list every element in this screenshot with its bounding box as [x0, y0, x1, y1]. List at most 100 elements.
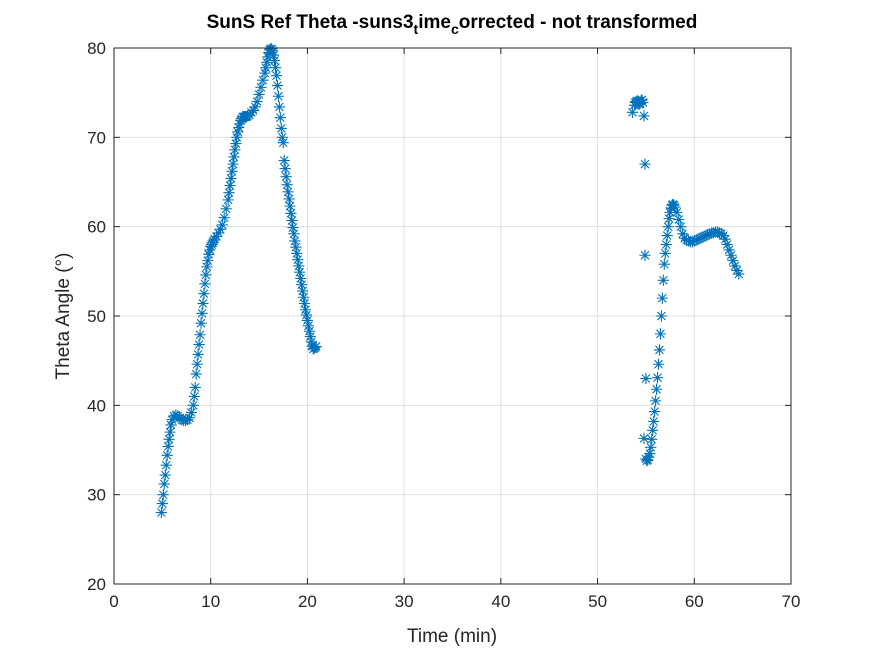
data-point	[163, 433, 175, 446]
data-point	[196, 307, 208, 320]
data-point	[226, 165, 238, 178]
data-point	[161, 449, 173, 462]
data-point	[284, 200, 296, 212]
data-point	[626, 106, 639, 119]
data-point	[271, 79, 284, 92]
data-point	[649, 395, 662, 407]
data-point	[259, 67, 271, 79]
data-point	[157, 488, 170, 501]
data-point	[160, 459, 172, 471]
x-tick-label: 70	[782, 592, 801, 611]
data-point	[661, 229, 673, 242]
data-point	[192, 348, 204, 361]
data-point	[199, 278, 211, 290]
data-point	[202, 254, 214, 267]
title-middle: ime	[418, 12, 451, 33]
data-point	[291, 247, 303, 260]
tick-labels: 0 10 20 30 40 50 60 70 20 30 40 50 60 70 80	[87, 39, 800, 611]
data-point	[639, 158, 651, 170]
data-point	[288, 228, 300, 240]
x-tick-label: 50	[588, 592, 607, 611]
ticks	[113, 47, 792, 585]
data-point	[185, 406, 198, 419]
data-point	[275, 122, 288, 135]
data-point	[638, 110, 650, 122]
x-tick-label: 60	[685, 592, 704, 611]
data-point	[224, 179, 236, 192]
data-point	[223, 186, 235, 199]
y-tick-label: 40	[87, 396, 106, 415]
data-point	[653, 344, 666, 356]
data-point	[220, 203, 232, 215]
data-point	[656, 292, 669, 304]
data-point	[674, 220, 687, 233]
data-markers	[155, 43, 745, 519]
data-point	[650, 383, 663, 396]
grid	[114, 48, 791, 584]
data-point	[201, 261, 213, 273]
data-point	[214, 223, 227, 236]
data-point	[225, 172, 237, 185]
y-tick-label: 70	[87, 128, 106, 147]
data-point	[228, 151, 240, 163]
data-point	[733, 268, 745, 280]
data-point	[188, 390, 201, 403]
data-point	[298, 297, 311, 310]
data-point	[294, 272, 307, 285]
data-point	[257, 74, 269, 86]
data-point	[658, 258, 671, 270]
y-tick-label: 60	[87, 218, 106, 237]
data-point	[155, 506, 168, 519]
x-tick-label: 40	[491, 592, 510, 611]
data-point	[646, 424, 659, 437]
title-subscript-1: t	[414, 21, 419, 37]
data-point	[279, 162, 291, 175]
y-tick-label: 80	[87, 39, 106, 58]
data-point	[273, 101, 286, 113]
data-point	[671, 206, 683, 219]
data-point	[159, 469, 172, 481]
data-point	[222, 194, 234, 206]
x-tick-label: 0	[109, 592, 118, 611]
data-point	[189, 381, 201, 394]
data-point	[645, 433, 658, 446]
data-point	[197, 297, 209, 310]
data-point	[637, 96, 649, 109]
data-point	[719, 233, 731, 245]
data-point	[652, 358, 665, 370]
data-point	[299, 303, 312, 316]
title-main: SunS Ref Theta -suns3	[207, 12, 414, 33]
data-point	[640, 372, 652, 385]
data-point	[193, 338, 205, 351]
x-tick-label: 10	[201, 592, 220, 611]
data-point	[216, 219, 229, 231]
data-point	[285, 207, 297, 220]
data-point	[654, 328, 667, 340]
data-point	[648, 405, 661, 418]
data-point	[660, 238, 672, 251]
data-point	[269, 61, 282, 74]
x-tick-label: 30	[395, 592, 414, 611]
data-point	[187, 399, 200, 412]
data-point	[190, 368, 202, 380]
data-point	[162, 440, 174, 453]
title-subscript-2: c	[451, 21, 459, 37]
data-point	[165, 419, 177, 431]
data-point	[639, 249, 651, 262]
x-axis-label: Time (min)	[407, 626, 497, 647]
data-point	[278, 154, 290, 167]
data-point	[218, 211, 231, 224]
data-point	[158, 478, 171, 490]
title-end: orrected - not transformed	[459, 12, 698, 33]
data-point	[195, 317, 207, 329]
data-point	[659, 247, 672, 260]
data-point	[281, 178, 293, 191]
data-point	[651, 371, 664, 384]
data-point	[638, 432, 650, 445]
chart-title: SunS Ref Theta -suns3timecorrected - not…	[207, 12, 698, 37]
data-point	[277, 136, 290, 149]
y-tick-label: 50	[87, 307, 106, 326]
data-point	[673, 213, 685, 226]
data-point	[647, 415, 660, 428]
